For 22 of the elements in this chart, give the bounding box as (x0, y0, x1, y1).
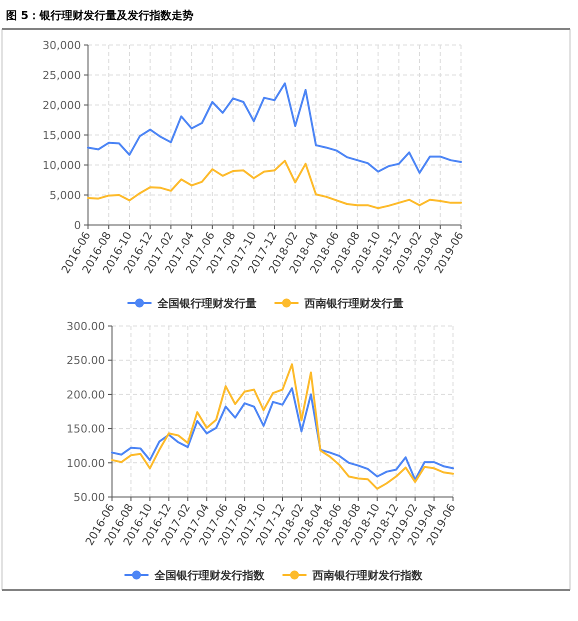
legend-label: 西南银行理财发行量 (304, 297, 404, 310)
chart-title: 图 5：银行理财发行量及发行指数走势 (6, 9, 194, 22)
y-tick-label: 200.00 (66, 388, 105, 402)
y-tick-label: 20,000 (42, 99, 81, 112)
line-series (87, 160, 462, 210)
y-tick-label: 250.00 (66, 354, 105, 368)
y-tick-label: 15,000 (42, 129, 81, 142)
legend-label: 西南银行理财发行指数 (312, 569, 424, 582)
line-series (111, 363, 454, 490)
y-tick-label: 50.00 (74, 491, 105, 504)
y-tick-label: 100.00 (66, 456, 105, 470)
y-tick-label: 25,000 (42, 69, 81, 82)
legend-label: 全国银行理财发行量 (156, 297, 256, 310)
line-series (111, 387, 454, 481)
y-tick-label: 0 (74, 219, 81, 232)
y-tick-label: 5,000 (50, 189, 81, 202)
y-tick-label: 30,000 (42, 39, 81, 52)
legend-label: 全国银行理财发行指数 (154, 569, 266, 582)
line-series (87, 82, 462, 174)
y-tick-label: 150.00 (66, 422, 105, 436)
y-tick-label: 300.00 (66, 320, 105, 333)
y-tick-label: 10,000 (42, 159, 81, 172)
